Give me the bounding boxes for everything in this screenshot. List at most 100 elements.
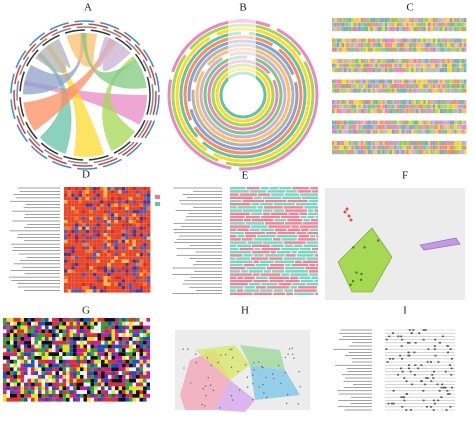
cell (48, 340, 52, 345)
residue (420, 125, 424, 130)
cell (17, 359, 21, 364)
cell (139, 333, 143, 337)
heat-cell (82, 187, 86, 191)
heat-cell (89, 276, 93, 280)
heat-cell (139, 286, 144, 290)
residue (392, 22, 395, 27)
cell (87, 394, 91, 398)
residue (406, 18, 409, 23)
cell (17, 394, 21, 398)
residue (365, 104, 368, 109)
residue (404, 145, 407, 150)
residue (413, 22, 416, 27)
residue (363, 68, 366, 73)
motif (434, 354, 437, 357)
residue (423, 129, 426, 134)
residue (416, 100, 419, 105)
cell (118, 363, 122, 368)
heat-cell (78, 249, 82, 253)
cell (38, 318, 42, 322)
cell (122, 382, 126, 387)
chord (45, 44, 104, 157)
point (219, 407, 221, 409)
cell (34, 333, 38, 337)
residue (394, 120, 397, 125)
heat-cell (136, 253, 140, 257)
heat-cell (132, 220, 136, 224)
residue (430, 22, 433, 27)
heat-cell (100, 223, 104, 227)
cell (87, 340, 91, 345)
residue (452, 109, 455, 114)
cell (136, 382, 140, 387)
residue (384, 100, 388, 105)
heat-cell (114, 200, 118, 204)
residue (348, 109, 352, 114)
heat-cell (139, 246, 144, 250)
cell (83, 386, 87, 391)
residue (334, 125, 337, 130)
motif (392, 402, 395, 405)
residue (464, 109, 467, 114)
motif (436, 383, 439, 386)
cell (115, 386, 119, 391)
cell (17, 344, 21, 349)
motif (270, 263, 285, 267)
residue (404, 150, 407, 155)
cell (76, 352, 80, 356)
cell (27, 371, 31, 375)
cell (48, 359, 52, 364)
residue (358, 100, 361, 105)
cell (69, 397, 73, 402)
cell (62, 344, 66, 349)
motif (407, 364, 410, 366)
residue (384, 104, 388, 109)
heat-cell (132, 266, 136, 270)
residue (339, 84, 342, 89)
cell (45, 340, 49, 345)
residue (442, 141, 445, 146)
heat-cell (136, 276, 140, 280)
residue (380, 68, 383, 73)
residue (396, 141, 400, 146)
residue (406, 47, 409, 52)
motif (292, 187, 310, 190)
residue (423, 145, 426, 150)
point (231, 399, 234, 401)
cell (66, 352, 70, 356)
motif (285, 222, 302, 225)
heat-cell (103, 249, 108, 253)
cell (24, 394, 28, 398)
residue (404, 43, 407, 48)
point (201, 403, 203, 406)
heat-cell (89, 249, 93, 253)
cell (104, 337, 108, 341)
residue (430, 109, 433, 114)
residue (363, 43, 366, 48)
residue (332, 22, 335, 27)
cell (83, 344, 87, 349)
motif (408, 329, 411, 331)
motif (293, 244, 303, 247)
residue (428, 104, 431, 109)
cell (101, 359, 105, 364)
cell (97, 367, 101, 372)
cell (90, 390, 94, 394)
heat-cell (136, 196, 140, 201)
heat-cell (114, 289, 118, 293)
residue (368, 22, 371, 27)
cell (122, 352, 126, 356)
residue (365, 79, 368, 84)
cell (122, 367, 126, 372)
residue (461, 129, 464, 134)
residue (372, 129, 376, 134)
heat-cell (85, 187, 90, 191)
heat-cell (128, 233, 133, 237)
residue (454, 100, 457, 105)
cell (129, 329, 133, 334)
heat-cell (71, 286, 75, 290)
cell (139, 390, 143, 394)
cell (59, 337, 63, 341)
heat-cell (96, 203, 100, 207)
heat-cell (110, 203, 115, 207)
